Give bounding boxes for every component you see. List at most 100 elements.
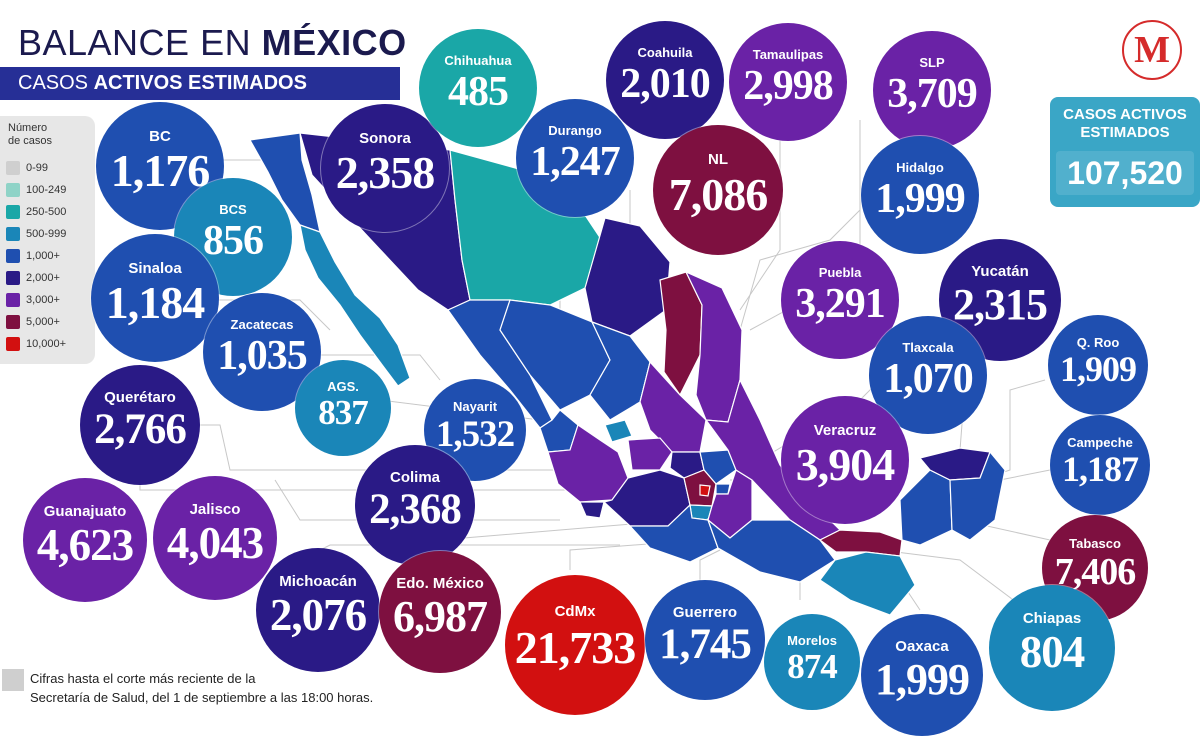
state-name: Hidalgo — [896, 159, 944, 175]
legend-label: 1,000+ — [26, 250, 60, 262]
state-bubble: Guerrero 1,745 — [645, 580, 765, 700]
total-value-box — [1056, 151, 1194, 195]
state-bubble: Q. Roo 1,909 — [1048, 315, 1148, 415]
state-value: 4,623 — [36, 519, 134, 570]
legend-label: 10,000+ — [26, 338, 67, 350]
state-value: 1,909 — [1060, 349, 1137, 389]
state-value: 1,745 — [659, 621, 752, 669]
state-value: 1,532 — [435, 413, 515, 455]
total-label-line-1: CASOS ACTIVOS — [1063, 106, 1187, 123]
state-value: 874 — [787, 646, 838, 686]
state-bubble: Querétaro 2,766 — [80, 365, 200, 485]
state-value: 2,368 — [369, 486, 462, 534]
legend-swatch — [6, 205, 20, 219]
state-name: Chihuahua — [444, 52, 512, 68]
legend-item: 2,000+ — [0, 271, 95, 285]
state-value: 1,247 — [530, 139, 621, 186]
page-title: BALANCE EN MÉXICO — [18, 22, 407, 64]
legend-swatch — [6, 249, 20, 263]
footnote-line-2: Secretaría de Salud, del 1 de septiembre… — [30, 690, 374, 705]
total-value: 107,520 — [1067, 155, 1183, 191]
state-name: Nayarit — [452, 399, 498, 415]
note-swatch — [2, 669, 24, 691]
legend-title-line-2: de casos — [8, 135, 53, 147]
state-value: 6,987 — [393, 591, 488, 641]
legend-swatch — [6, 337, 20, 351]
state-value: 485 — [448, 69, 509, 116]
state-name: BCS — [219, 201, 247, 217]
state-value: 837 — [318, 392, 369, 432]
state-value: 2,315 — [953, 279, 1048, 329]
state-name: Zacatecas — [230, 316, 294, 332]
state-name: Oaxaca — [895, 638, 949, 656]
state-value: 2,076 — [269, 589, 367, 640]
state-name: Michoacán — [279, 572, 357, 590]
footnote: Cifras hasta el corte más reciente de la… — [30, 669, 373, 707]
state-name: CdMx — [554, 603, 596, 620]
legend-swatch — [6, 315, 20, 329]
legend-item: 100-249 — [0, 183, 95, 197]
state-bubble: Chiapas 804 — [989, 585, 1115, 711]
total-label-line-2: ESTIMADOS — [1080, 124, 1170, 141]
state-name: Tabasco — [1069, 536, 1121, 552]
legend-item: 3,000+ — [0, 293, 95, 307]
state-name: Morelos — [787, 633, 837, 649]
state-value: 2,998 — [743, 63, 834, 110]
state-value: 4,043 — [166, 517, 264, 568]
state-bubble: Guanajuato 4,623 — [23, 478, 147, 602]
legend-label: 2,000+ — [26, 272, 60, 284]
state-value: 3,709 — [887, 71, 978, 118]
state-value: 3,904 — [795, 439, 896, 491]
legend-label: 500-999 — [26, 228, 67, 240]
legend-item: 250-500 — [0, 205, 95, 219]
state-bubble: Campeche 1,187 — [1050, 415, 1150, 515]
legend-label: 250-500 — [26, 206, 67, 218]
state-value: 1,187 — [1062, 449, 1139, 489]
legend-swatch — [6, 227, 20, 241]
state-name: Jalisco — [189, 500, 241, 518]
state-bubble: Morelos 874 — [764, 614, 860, 710]
state-value: 7,406 — [1054, 551, 1137, 594]
state-name: BC — [149, 127, 171, 145]
state-value: 804 — [1019, 627, 1086, 678]
state-bubble: Colima 2,368 — [355, 445, 475, 565]
legend-label: 100-249 — [26, 184, 67, 196]
state-value: 1,176 — [110, 145, 211, 197]
state-name: Veracruz — [813, 421, 877, 439]
state-name: Tlaxcala — [902, 339, 954, 355]
map-states — [249, 132, 1006, 616]
state-value: 2,010 — [620, 61, 711, 108]
state-name: Puebla — [818, 264, 862, 280]
legend-title-line-1: Número — [8, 122, 48, 134]
state-name: Querétaro — [104, 389, 176, 406]
milenio-logo: M — [1122, 20, 1182, 80]
legend-item: 5,000+ — [0, 315, 95, 329]
subtitle-bold: ACTIVOS ESTIMADOS — [93, 72, 307, 94]
legend-swatch — [6, 271, 20, 285]
legend-label: 0-99 — [26, 162, 49, 174]
legend: Número de casos 0-99 100-249 250-500 500-99… — [0, 116, 95, 364]
legend-item: 0-99 — [0, 161, 95, 175]
state-name: Guerrero — [672, 604, 738, 621]
legend-swatch — [6, 293, 20, 307]
state-bubble: Michoacán 2,076 — [256, 548, 380, 672]
state-bubble: AGS. 837 — [295, 360, 391, 456]
legend-title: Número de casos — [8, 122, 52, 148]
state-bubble: Sonora 2,358 — [321, 104, 449, 232]
state-name: Q. Roo — [1076, 335, 1120, 350]
subtitle-banner: CASOS ACTIVOS ESTIMADOS — [0, 67, 400, 100]
state-name: Coahuila — [637, 44, 693, 60]
state-name: AGS. — [327, 379, 359, 395]
state-name: Campeche — [1067, 435, 1133, 450]
state-bubble: Hidalgo 1,999 — [861, 136, 979, 254]
state-name: Edo. México — [396, 575, 484, 593]
state-bubble: Jalisco 4,043 — [153, 476, 277, 600]
state-value: 856 — [203, 218, 264, 265]
legend-label: 3,000+ — [26, 294, 60, 306]
state-bubble: SLP 3,709 — [873, 31, 991, 149]
state-bubble: Oaxaca 1,999 — [861, 614, 983, 736]
legend-swatch — [6, 161, 20, 175]
state-value: 2,358 — [335, 147, 436, 199]
total-panel: CASOS ACTIVOS ESTIMADOS 107,520 — [1050, 97, 1200, 207]
